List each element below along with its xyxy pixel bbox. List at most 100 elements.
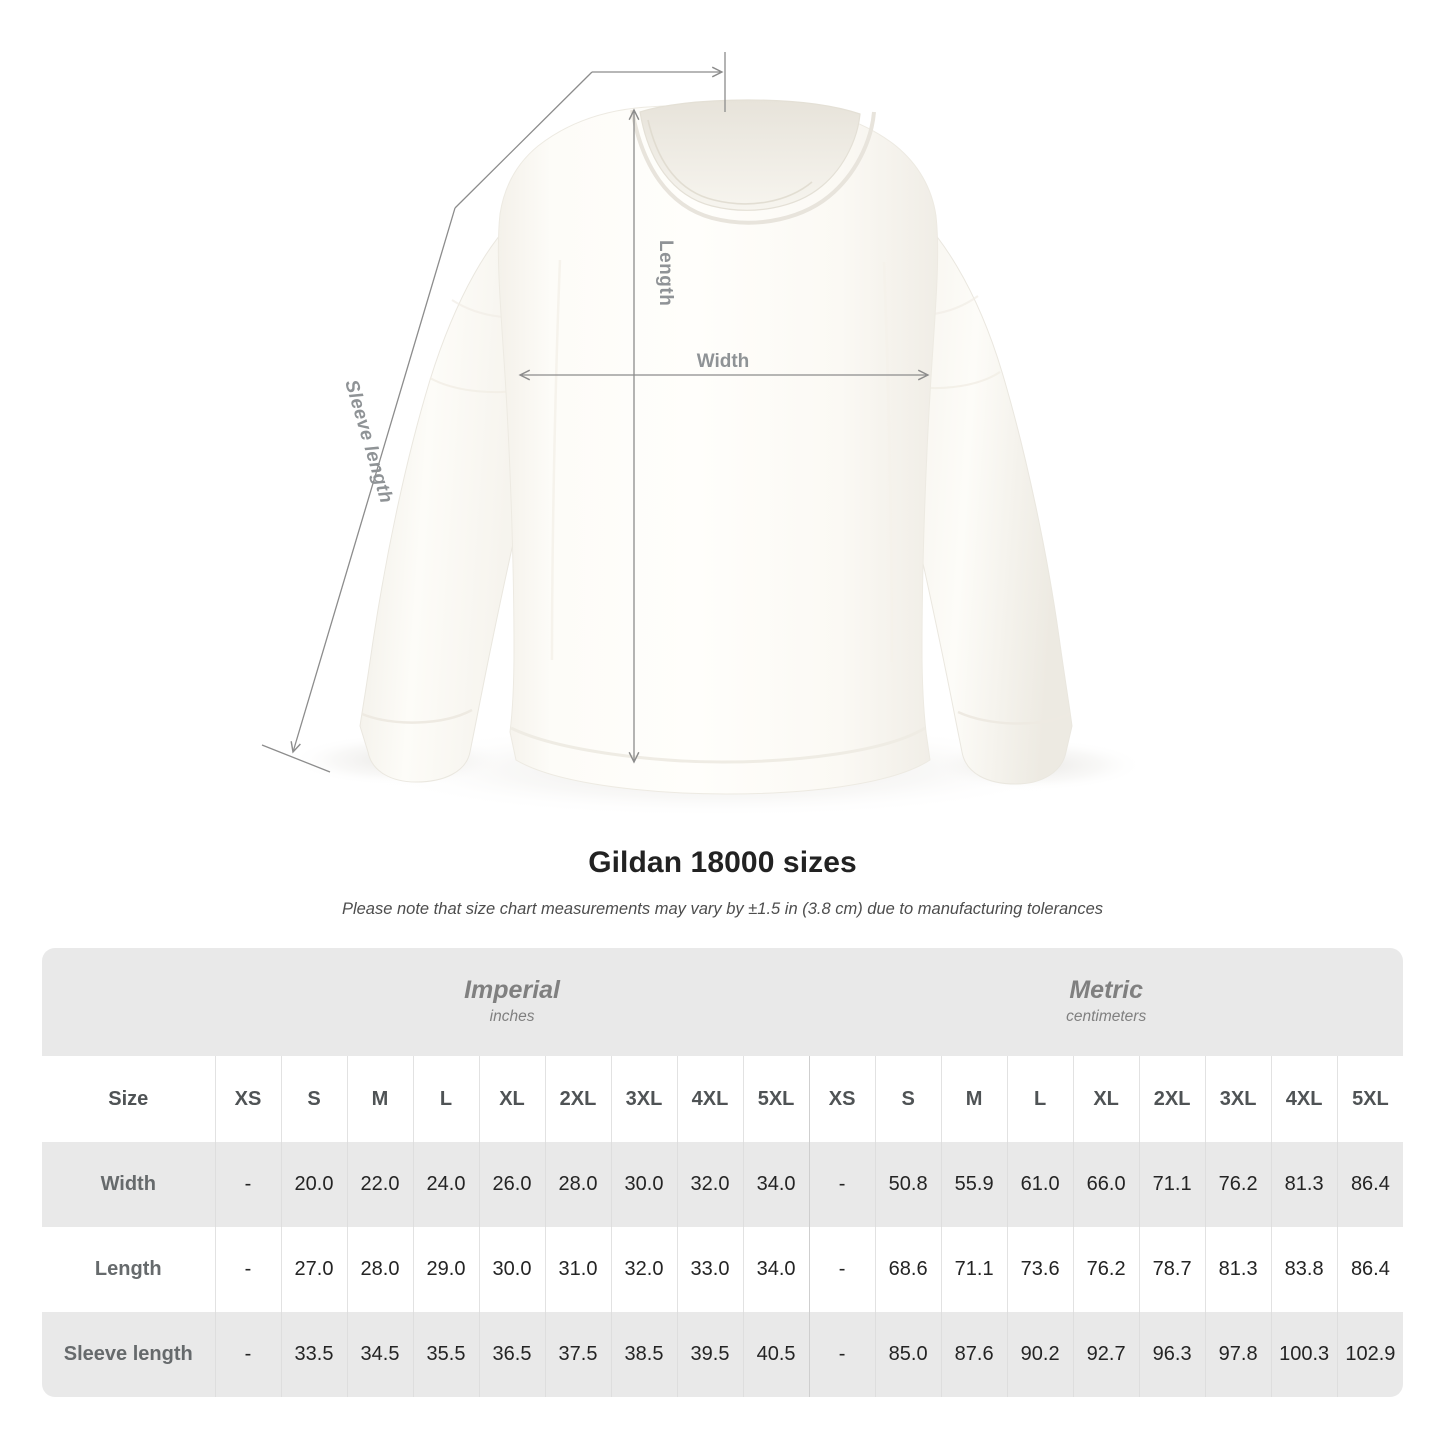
- title-block: Gildan 18000 sizes Please note that size…: [0, 845, 1445, 920]
- unit-sub-imperial: inches: [489, 1007, 535, 1025]
- header-size-metric-xl: XL: [1072, 1056, 1140, 1142]
- cell-sleeve-metric-2xl: 96.3: [1138, 1312, 1206, 1397]
- cell-width-imperial-s: 20.0: [280, 1142, 347, 1227]
- cell-sleeve-metric-xl: 92.7: [1072, 1312, 1140, 1397]
- cell-length-metric-m: 71.1: [940, 1227, 1008, 1312]
- header-size-metric-l: L: [1006, 1056, 1074, 1142]
- cell-length-imperial-l: 29.0: [412, 1227, 479, 1312]
- size-header-row: Size XS S M L XL 2XL 3XL 4XL 5XL XS S M …: [42, 1056, 1404, 1142]
- body-fold-left: [550, 259, 562, 661]
- cell-length-imperial-xs: -: [214, 1227, 281, 1312]
- cell-width-imperial-4xl: 32.0: [676, 1142, 743, 1227]
- length-label: Length: [655, 240, 676, 306]
- unit-cell-imperial: Imperial inches: [215, 948, 810, 1056]
- cell-sleeve-metric-xs: -: [808, 1312, 876, 1397]
- cell-length-imperial-s: 27.0: [280, 1227, 347, 1312]
- table-row: Length - 27.0 28.0 29.0 30.0 31.0 32.0 3…: [42, 1227, 1404, 1312]
- cell-sleeve-imperial-3xl: 38.5: [610, 1312, 677, 1397]
- header-size-imperial-s: S: [280, 1056, 347, 1142]
- size-table: Imperial inches Metric centimeters Size …: [42, 948, 1404, 1397]
- row-label-length: Length: [42, 1227, 215, 1312]
- header-size-metric-3xl: 3XL: [1204, 1056, 1272, 1142]
- row-label-width: Width: [42, 1142, 215, 1227]
- cell-sleeve-metric-5xl: 102.9: [1336, 1312, 1404, 1397]
- unit-cell-metric: Metric centimeters: [809, 948, 1404, 1056]
- cell-width-imperial-l: 24.0: [412, 1142, 479, 1227]
- cell-length-metric-s: 68.6: [874, 1227, 942, 1312]
- cell-width-imperial-xl: 26.0: [478, 1142, 545, 1227]
- garment-body: [497, 104, 939, 795]
- sleeve-end-tick: [261, 744, 331, 773]
- cell-sleeve-imperial-5xl: 40.5: [742, 1312, 810, 1397]
- header-size-imperial-4xl: 4XL: [676, 1056, 743, 1142]
- header-size-imperial-3xl: 3XL: [610, 1056, 677, 1142]
- header-size-imperial-l: L: [412, 1056, 479, 1142]
- cell-width-metric-2xl: 71.1: [1138, 1142, 1206, 1227]
- cell-sleeve-metric-4xl: 100.3: [1270, 1312, 1338, 1397]
- cell-length-imperial-5xl: 34.0: [742, 1227, 810, 1312]
- collar-inner-line: [647, 119, 813, 205]
- cell-length-metric-2xl: 78.7: [1138, 1227, 1206, 1312]
- sleeve-leader-diagonal: [454, 71, 593, 209]
- cell-width-imperial-3xl: 30.0: [610, 1142, 677, 1227]
- width-label: Width: [697, 351, 750, 372]
- cell-length-metric-xl: 76.2: [1072, 1227, 1140, 1312]
- unit-name-imperial: Imperial: [464, 976, 560, 1004]
- hem-seam: [510, 726, 926, 764]
- unit-name-metric: Metric: [1069, 976, 1143, 1004]
- sleeve-length-line: [293, 207, 456, 752]
- cell-length-imperial-m: 28.0: [346, 1227, 413, 1312]
- cell-width-metric-3xl: 76.2: [1204, 1142, 1272, 1227]
- unit-sub-metric: centimeters: [1066, 1007, 1147, 1025]
- sleeve-length-label: Sleeve length: [340, 377, 396, 505]
- page-title: Gildan 18000 sizes: [588, 846, 857, 879]
- cell-length-imperial-xl: 30.0: [478, 1227, 545, 1312]
- size-table-wrapper: Imperial inches Metric centimeters Size …: [42, 948, 1404, 1397]
- cell-width-imperial-m: 22.0: [346, 1142, 413, 1227]
- cell-sleeve-imperial-s: 33.5: [280, 1312, 347, 1397]
- cell-length-imperial-3xl: 32.0: [610, 1227, 677, 1312]
- cell-sleeve-metric-m: 87.6: [940, 1312, 1008, 1397]
- tolerance-note: Please note that size chart measurements…: [341, 900, 1104, 918]
- body-fold-right: [882, 261, 894, 663]
- cell-width-metric-xs: -: [808, 1142, 876, 1227]
- cell-length-metric-4xl: 83.8: [1270, 1227, 1338, 1312]
- neckline-opening: [639, 99, 861, 211]
- header-size-imperial-5xl: 5XL: [742, 1056, 810, 1142]
- cell-length-imperial-2xl: 31.0: [544, 1227, 611, 1312]
- header-size-metric-2xl: 2XL: [1138, 1056, 1206, 1142]
- header-size-imperial-m: M: [346, 1056, 413, 1142]
- collar-rib: [630, 109, 876, 225]
- header-size-imperial-xs: XS: [214, 1056, 281, 1142]
- header-size-metric-5xl: 5XL: [1336, 1056, 1404, 1142]
- header-size-metric-4xl: 4XL: [1270, 1056, 1338, 1142]
- table-row: Width - 20.0 22.0 24.0 26.0 28.0 30.0 32…: [42, 1142, 1404, 1227]
- right-cuff-seam: [957, 710, 1071, 725]
- header-size-imperial-2xl: 2XL: [544, 1056, 611, 1142]
- cell-width-imperial-2xl: 28.0: [544, 1142, 611, 1227]
- left-cuff-seam: [361, 708, 473, 724]
- header-size-metric-s: S: [874, 1056, 942, 1142]
- cell-sleeve-imperial-xl: 36.5: [478, 1312, 545, 1397]
- cell-sleeve-imperial-l: 35.5: [412, 1312, 479, 1397]
- cell-width-metric-m: 55.9: [940, 1142, 1008, 1227]
- unit-banner-row: Imperial inches Metric centimeters: [42, 948, 1404, 1056]
- cell-length-imperial-4xl: 33.0: [676, 1227, 743, 1312]
- cell-length-metric-xs: -: [808, 1227, 876, 1312]
- cell-width-metric-s: 50.8: [874, 1142, 942, 1227]
- cell-length-metric-3xl: 81.3: [1204, 1227, 1272, 1312]
- cell-sleeve-metric-l: 90.2: [1006, 1312, 1074, 1397]
- cell-length-metric-5xl: 86.4: [1336, 1227, 1404, 1312]
- garment-illustration: Length Width Sleeve length: [261, 52, 1145, 818]
- cell-width-metric-4xl: 81.3: [1270, 1142, 1338, 1227]
- cell-width-imperial-xs: -: [214, 1142, 281, 1227]
- unit-banner-spacer: [42, 948, 215, 1056]
- cell-sleeve-imperial-xs: -: [214, 1312, 281, 1397]
- cell-sleeve-metric-3xl: 97.8: [1204, 1312, 1272, 1397]
- row-label-sleeve-length: Sleeve length: [42, 1312, 215, 1397]
- cell-sleeve-imperial-2xl: 37.5: [544, 1312, 611, 1397]
- header-size-metric-xs: XS: [808, 1056, 876, 1142]
- cell-width-metric-5xl: 86.4: [1336, 1142, 1404, 1227]
- cell-width-metric-xl: 66.0: [1072, 1142, 1140, 1227]
